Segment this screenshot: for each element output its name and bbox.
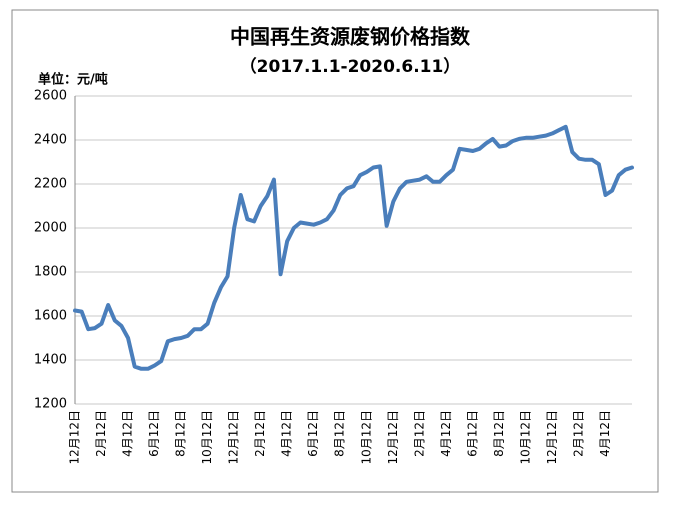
x-tick-label: 4月12日: [598, 410, 612, 457]
x-tick-label: 12月12日: [545, 410, 559, 465]
x-tick-label: 2月12日: [253, 410, 267, 457]
y-tick-label: 1600: [34, 309, 67, 324]
x-tick-label: 8月12日: [333, 410, 347, 457]
y-axis-label: 单位：元/吨: [38, 72, 108, 88]
x-tick-label: 10月12日: [518, 410, 532, 465]
x-tick-label: 12月12日: [68, 410, 82, 465]
chart-border: [11, 9, 659, 493]
y-tick-label: 2200: [34, 177, 67, 192]
x-tick-label: 12月12日: [386, 410, 400, 465]
x-tick-label: 8月12日: [492, 410, 506, 457]
y-tick-label: 1200: [34, 397, 67, 412]
x-tick-label: 10月12日: [359, 410, 373, 465]
x-tick-label: 2月12日: [412, 410, 426, 457]
x-tick-label: 2月12日: [94, 410, 108, 457]
x-tick-label: 4月12日: [280, 410, 294, 457]
y-tick-label: 2600: [34, 89, 67, 104]
x-tick-label: 4月12日: [439, 410, 453, 457]
x-tick-label: 6月12日: [465, 410, 479, 457]
x-tick-label: 12月12日: [227, 410, 241, 465]
y-tick-label: 2000: [34, 221, 67, 236]
price-line: [73, 124, 634, 371]
y-tick-label: 2400: [34, 133, 67, 148]
x-tick-label: 6月12日: [306, 410, 320, 457]
x-tick-label: 2月12日: [571, 410, 585, 457]
y-tick-label: 1800: [34, 265, 67, 280]
chart-title: 中国再生资源废钢价格指数: [230, 25, 471, 49]
y-tick-label: 1400: [34, 353, 67, 368]
x-tick-label: 4月12日: [121, 410, 135, 457]
chart-subtitle: （2017.1.1-2020.6.11）: [240, 56, 461, 77]
x-tick-label: 6月12日: [147, 410, 161, 457]
x-tick-label: 10月12日: [200, 410, 214, 465]
x-tick-label: 8月12日: [174, 410, 188, 457]
